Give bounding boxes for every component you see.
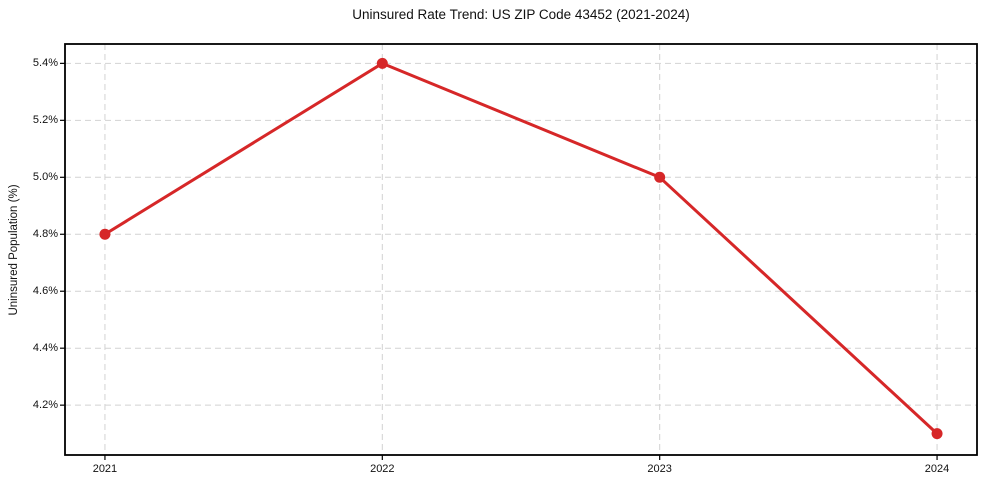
- y-tick-label: 4.8%: [32, 227, 58, 240]
- y-tick-label: 4.2%: [32, 398, 58, 411]
- y-tick-label: 5.2%: [32, 113, 58, 126]
- data-point-marker: [376, 57, 388, 69]
- y-tick-label: 5.4%: [32, 56, 58, 69]
- y-tick-label: 4.4%: [32, 341, 58, 354]
- chart-title: Uninsured Rate Trend: US ZIP Code 43452 …: [352, 7, 690, 22]
- x-tick-label: 2022: [370, 463, 395, 475]
- data-point-marker: [654, 171, 666, 183]
- y-tick-label: 4.6%: [32, 284, 58, 297]
- x-tick-label: 2024: [924, 463, 950, 475]
- plot-svg: [60, 43, 978, 460]
- data-point-marker: [931, 428, 943, 440]
- plot-border: [64, 43, 978, 456]
- x-tick-label: 2023: [647, 463, 672, 475]
- plot-area: [60, 43, 978, 460]
- x-tick-label: 2021: [92, 463, 118, 475]
- data-point-marker: [99, 228, 111, 240]
- data-line: [103, 61, 939, 436]
- y-tick-label: 5.0%: [32, 170, 58, 183]
